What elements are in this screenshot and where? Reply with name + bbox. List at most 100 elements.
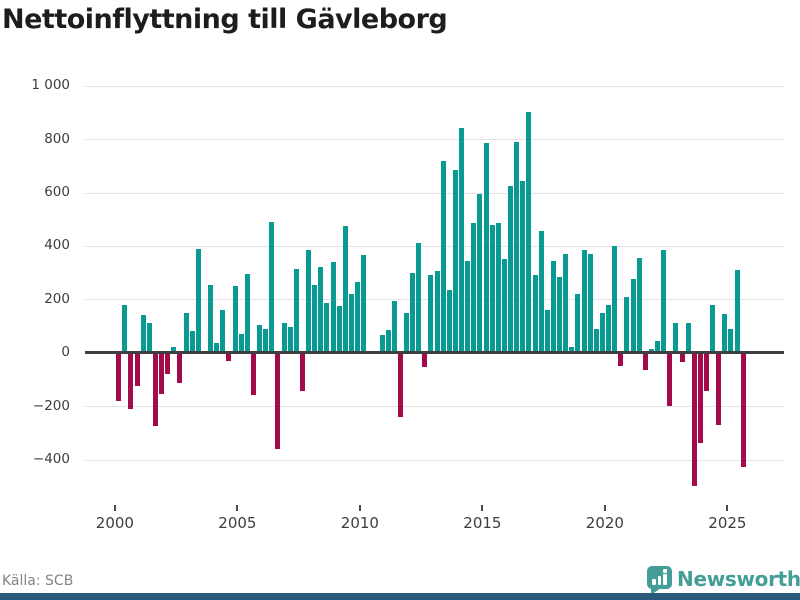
bar-2013-q3: [446, 290, 452, 353]
bar-2008-q3: [324, 303, 330, 353]
bar-2012-q1: [410, 272, 416, 353]
bar-2023-q2: [685, 323, 691, 353]
bar-2002-q3: [177, 352, 183, 384]
y-axis-label-400: 400: [44, 237, 70, 254]
bar-2015-q1: [483, 143, 489, 353]
source-label: Källa: SCB: [2, 573, 74, 589]
bar-2005-q4: [257, 324, 263, 353]
bar-2020-q2: [612, 245, 618, 353]
bar-2021-q1: [630, 279, 636, 353]
bar-2005-q1: [238, 334, 244, 353]
bar-2008-q2: [318, 267, 324, 353]
bar-2004-q4: [232, 285, 238, 353]
bar-2022-q1: [655, 340, 661, 353]
bar-2023-q4: [697, 352, 703, 444]
bar-2006-q3: [275, 352, 281, 449]
gridline-600: [85, 192, 784, 194]
bar-2009-q4: [355, 281, 361, 353]
bar-2011-q3: [397, 352, 403, 417]
bar-2005-q2: [244, 273, 250, 353]
x-axis-label-2005: 2005: [218, 514, 257, 532]
bar-2007-q1: [287, 327, 293, 353]
bar-2019-q2: [587, 253, 593, 353]
bar-2020-q1: [606, 304, 612, 353]
bar-2004-q2: [220, 310, 226, 353]
bar-2020-q4: [624, 296, 630, 353]
bar-2001-q2: [146, 323, 152, 353]
x-axis-tick-2000: [113, 505, 116, 511]
bar-2018-q3: [569, 347, 575, 353]
bar-2006-q2: [269, 221, 275, 353]
y-axis-label-200: 200: [44, 290, 70, 307]
bar-2020-q3: [618, 352, 624, 367]
bar-2007-q3: [299, 352, 305, 392]
bar-2007-q4: [306, 249, 312, 353]
bar-2013-q2: [440, 160, 446, 353]
bar-2004-q3: [226, 352, 232, 361]
bar-2016-q4: [526, 112, 532, 353]
bar-2018-q1: [557, 276, 563, 353]
bar-2009-q2: [342, 225, 348, 353]
bar-2014-q3: [471, 223, 477, 353]
bar-2011-q2: [391, 300, 397, 353]
x-axis-tick-2025: [726, 505, 729, 511]
bar-2013-q1: [434, 271, 440, 353]
bar-2024-q2: [710, 304, 716, 353]
bar-2021-q2: [636, 257, 642, 353]
bar-2006-q4: [281, 323, 287, 353]
bar-2016-q1: [508, 185, 514, 353]
y-axis-label--200: −200: [32, 397, 70, 414]
bar-2015-q3: [495, 223, 501, 353]
bar-2024-q4: [722, 314, 728, 353]
bar-2017-q2: [538, 231, 544, 353]
bar-2002-q4: [183, 312, 189, 353]
gridline-400: [85, 245, 784, 247]
bar-2017-q1: [532, 275, 538, 353]
gridline-200: [85, 299, 784, 301]
bar-2021-q4: [648, 348, 654, 353]
newsworthy-logo-tail: [651, 588, 661, 595]
bar-2019-q4: [599, 312, 605, 353]
x-axis-label-2025: 2025: [708, 514, 747, 532]
bar-2010-q4: [379, 335, 385, 353]
footer-accent-bar: [0, 593, 800, 600]
bar-2000-q3: [128, 352, 134, 409]
bar-2018-q4: [575, 294, 581, 353]
bar-2005-q3: [250, 352, 256, 396]
x-axis-label-2015: 2015: [463, 514, 502, 532]
bar-2018-q2: [563, 253, 569, 353]
bar-2007-q2: [293, 268, 299, 353]
x-axis-tick-2020: [603, 505, 606, 511]
bar-2010-q1: [361, 255, 367, 353]
x-axis-label-2000: 2000: [95, 514, 134, 532]
bar-2019-q3: [593, 328, 599, 353]
gridline-1000: [85, 85, 784, 87]
bar-2024-q3: [716, 352, 722, 425]
bar-2022-q2: [661, 249, 667, 353]
x-axis-label-2010: 2010: [340, 514, 379, 532]
bar-2022-q3: [667, 352, 673, 407]
logo-bar-2: [657, 576, 661, 585]
newsworthy-brand-link[interactable]: Newsworthy: [646, 565, 800, 597]
y-axis-label-600: 600: [44, 184, 70, 200]
bar-2023-q1: [679, 352, 685, 362]
bar-2017-q3: [544, 310, 550, 353]
bar-2014-q2: [465, 260, 471, 353]
bar-2009-q1: [336, 306, 342, 353]
logo-bar-3: [663, 574, 667, 585]
y-axis-label-0: 0: [61, 344, 70, 361]
y-axis-label-1000: 1 000: [31, 77, 70, 94]
bar-2000-q2: [122, 304, 128, 353]
gridline-800: [85, 139, 784, 141]
bar-2025-q1: [728, 328, 734, 353]
gridline--400: [85, 459, 784, 461]
bar-2021-q3: [642, 352, 648, 371]
bar-2000-q1: [116, 352, 122, 401]
y-axis-label-800: 800: [44, 130, 70, 147]
bar-2003-q2: [195, 248, 201, 353]
bar-2022-q4: [673, 323, 679, 353]
bar-2008-q4: [330, 261, 336, 353]
bar-2001-q1: [140, 315, 146, 353]
